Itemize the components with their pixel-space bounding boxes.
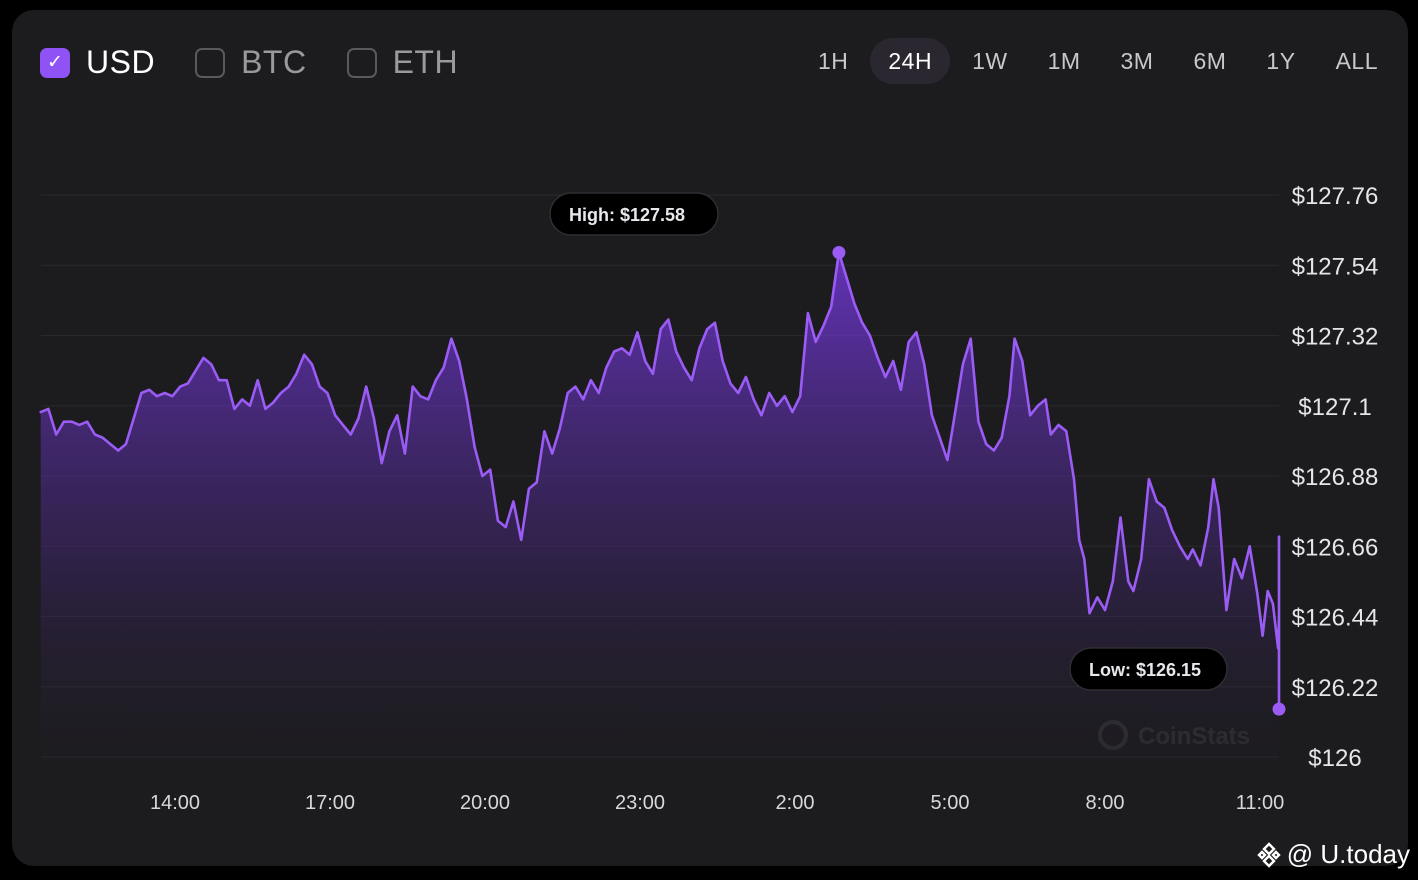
price-area xyxy=(40,252,1280,777)
binance-diamond-icon xyxy=(1257,841,1281,868)
range-button-1w[interactable]: 1W xyxy=(972,48,1008,74)
price-line xyxy=(39,251,1281,711)
range-button-3m[interactable]: 3M xyxy=(1120,48,1154,74)
y-tick-label: $126.22 xyxy=(1292,675,1379,702)
btc-checkbox[interactable] xyxy=(195,47,226,78)
footer-brand-label: @ U.today xyxy=(1286,839,1410,869)
x-tick-label: 5:00 xyxy=(931,792,970,814)
currency-option-usd[interactable]: ✓ USD xyxy=(40,44,155,81)
high-tooltip-label: High: $127.58 xyxy=(569,205,685,225)
y-tick-label: $126 xyxy=(1308,745,1361,772)
y-tick-label: $126.88 xyxy=(1292,464,1379,491)
y-tick-label: $127.32 xyxy=(1292,324,1379,351)
high-tooltip xyxy=(549,192,719,236)
low-tooltip xyxy=(1069,647,1228,691)
low-marker xyxy=(1272,702,1286,716)
check-icon: ✓ xyxy=(47,51,63,73)
y-tick-label: $126.66 xyxy=(1292,534,1379,561)
range-button-6m[interactable]: 6M xyxy=(1193,48,1227,74)
y-tick-label: $127.54 xyxy=(1292,253,1379,280)
range-button-24h[interactable]: 24H xyxy=(870,38,951,84)
x-tick-label: 20:00 xyxy=(460,792,510,814)
footer-brand: @ U.today xyxy=(1255,839,1410,870)
range-button-1h[interactable]: 1H xyxy=(817,48,849,74)
currency-label-usd: USD xyxy=(86,44,156,80)
low-tooltip-label: Low: $126.15 xyxy=(1089,660,1201,680)
range-button-all[interactable]: ALL xyxy=(1335,48,1378,74)
watermark-label: CoinStats xyxy=(1138,723,1250,750)
x-tick-label: 17:00 xyxy=(305,792,355,814)
x-tick-label: 23:00 xyxy=(615,792,665,814)
y-tick-label: $127.1 xyxy=(1298,394,1371,421)
eth-checkbox[interactable] xyxy=(346,47,377,78)
time-range-selector: 1H 24H 1W 1M 3M 6M 1Y ALL xyxy=(796,38,1396,84)
y-tick-label: $126.44 xyxy=(1292,605,1379,632)
range-button-1m[interactable]: 1M xyxy=(1047,48,1081,74)
watermark-logo-icon xyxy=(1098,720,1128,750)
currency-label-btc: BTC xyxy=(241,44,307,80)
range-button-1y[interactable]: 1Y xyxy=(1266,48,1296,74)
x-tick-label: 14:00 xyxy=(150,792,200,814)
currency-option-eth[interactable]: ETH xyxy=(346,44,459,81)
currency-selector: ✓ USD BTC ETH xyxy=(40,44,498,81)
x-tick-label: 11:00 xyxy=(1236,792,1285,814)
usd-checkbox[interactable]: ✓ xyxy=(40,47,70,78)
y-tick-label: $127.76 xyxy=(1292,183,1379,210)
high-marker xyxy=(832,245,846,259)
currency-option-btc[interactable]: BTC xyxy=(195,44,307,81)
x-tick-label: 2:00 xyxy=(776,792,815,814)
x-tick-label: 8:00 xyxy=(1086,792,1125,814)
currency-label-eth: ETH xyxy=(392,44,459,80)
